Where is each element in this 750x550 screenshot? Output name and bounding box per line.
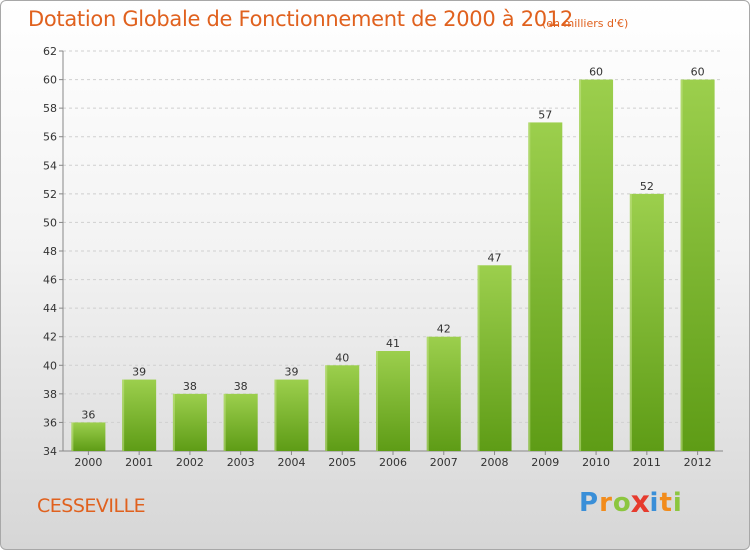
y-tick-label: 50 — [43, 216, 57, 229]
y-tick-label: 52 — [43, 188, 57, 201]
y-tick-label: 40 — [43, 359, 57, 372]
bar-2000 — [71, 422, 106, 451]
data-label-2010: 60 — [589, 66, 603, 79]
data-label-2001: 39 — [132, 366, 146, 379]
x-tick-label: 2003 — [227, 456, 255, 469]
bar-2009 — [528, 122, 563, 451]
logo-letter: i — [649, 488, 660, 518]
logo-letter: i — [672, 488, 683, 518]
y-tick-label: 54 — [43, 159, 57, 172]
bar-2007 — [426, 336, 461, 451]
x-tick-label: 2000 — [74, 456, 102, 469]
bar-highlight — [71, 422, 74, 451]
y-tick-label: 44 — [43, 302, 57, 315]
bar-highlight — [376, 351, 378, 451]
bars — [71, 79, 715, 452]
bar-2005 — [325, 365, 360, 451]
x-tick-label: 2005 — [328, 456, 356, 469]
bar-2011 — [629, 193, 664, 451]
bar-highlight — [223, 393, 226, 451]
x-tick-label: 2001 — [125, 456, 153, 469]
bar-2001 — [122, 379, 157, 451]
x-tick-label: 2010 — [582, 456, 610, 469]
bar-highlight — [325, 365, 328, 451]
bar-highlight — [426, 336, 429, 451]
data-label-2003: 38 — [234, 380, 248, 393]
y-tick-label: 56 — [43, 131, 57, 144]
y-tick-label: 34 — [43, 445, 57, 458]
bar-2006 — [376, 351, 410, 451]
x-tick-label: 2004 — [277, 456, 305, 469]
x-tick-label: 2009 — [531, 456, 559, 469]
x-tick-label: 2012 — [684, 456, 712, 469]
bar-2012 — [680, 79, 715, 452]
y-tick-label: 46 — [43, 274, 57, 287]
chart-subtitle: (en milliers d'€) — [542, 17, 629, 30]
data-label-2007: 42 — [437, 323, 451, 336]
bar-highlight — [629, 193, 632, 451]
logo-letter: x — [630, 485, 651, 521]
data-label-2002: 38 — [183, 380, 197, 393]
y-tick-label: 60 — [43, 74, 57, 87]
chart-title: Dotation Globale de Fonctionnement de 20… — [28, 7, 573, 31]
bar-highlight — [477, 265, 480, 451]
logo-letter: P — [579, 488, 600, 518]
bar-highlight — [274, 379, 277, 451]
proxiti-logo: Proxiti — [579, 485, 683, 521]
bar-highlight — [172, 393, 175, 451]
commune-name: CESSEVILLE — [37, 495, 146, 517]
y-tick-label: 48 — [43, 245, 57, 258]
logo-letter: o — [612, 488, 632, 518]
bar-2003 — [223, 393, 258, 451]
data-label-2005: 40 — [335, 351, 349, 364]
y-tick-label: 58 — [43, 102, 57, 115]
bar-highlight — [680, 79, 683, 452]
x-tick-label: 2002 — [176, 456, 204, 469]
data-label-2004: 39 — [284, 366, 298, 379]
bar-highlight — [579, 79, 582, 452]
data-labels: 36 39 38 38 39 40 41 42 47 57 60 52 60 — [81, 66, 704, 422]
data-label-2012: 60 — [691, 66, 705, 79]
data-label-2008: 47 — [488, 251, 502, 264]
logo-letter: t — [659, 488, 673, 518]
bar-highlight — [528, 122, 531, 451]
data-label-2011: 52 — [640, 180, 654, 193]
x-tick-label: 2008 — [481, 456, 509, 469]
bar-2004 — [274, 379, 309, 451]
y-tick-label: 38 — [43, 388, 57, 401]
y-tick-label: 42 — [43, 331, 57, 344]
y-tick-label: 36 — [43, 416, 57, 429]
data-label-2000: 36 — [81, 408, 95, 421]
bar-2002 — [172, 393, 207, 451]
data-label-2006: 41 — [386, 337, 400, 350]
bar-highlight — [122, 379, 125, 451]
bar-2008 — [477, 265, 512, 451]
data-label-2009: 57 — [538, 108, 552, 121]
y-tick-label: 62 — [43, 45, 57, 58]
x-tick-label: 2007 — [430, 456, 458, 469]
x-tick-label: 2011 — [633, 456, 661, 469]
bar-2010 — [579, 79, 614, 452]
logo-letter: r — [599, 488, 613, 518]
x-tick-label: 2006 — [379, 456, 407, 469]
